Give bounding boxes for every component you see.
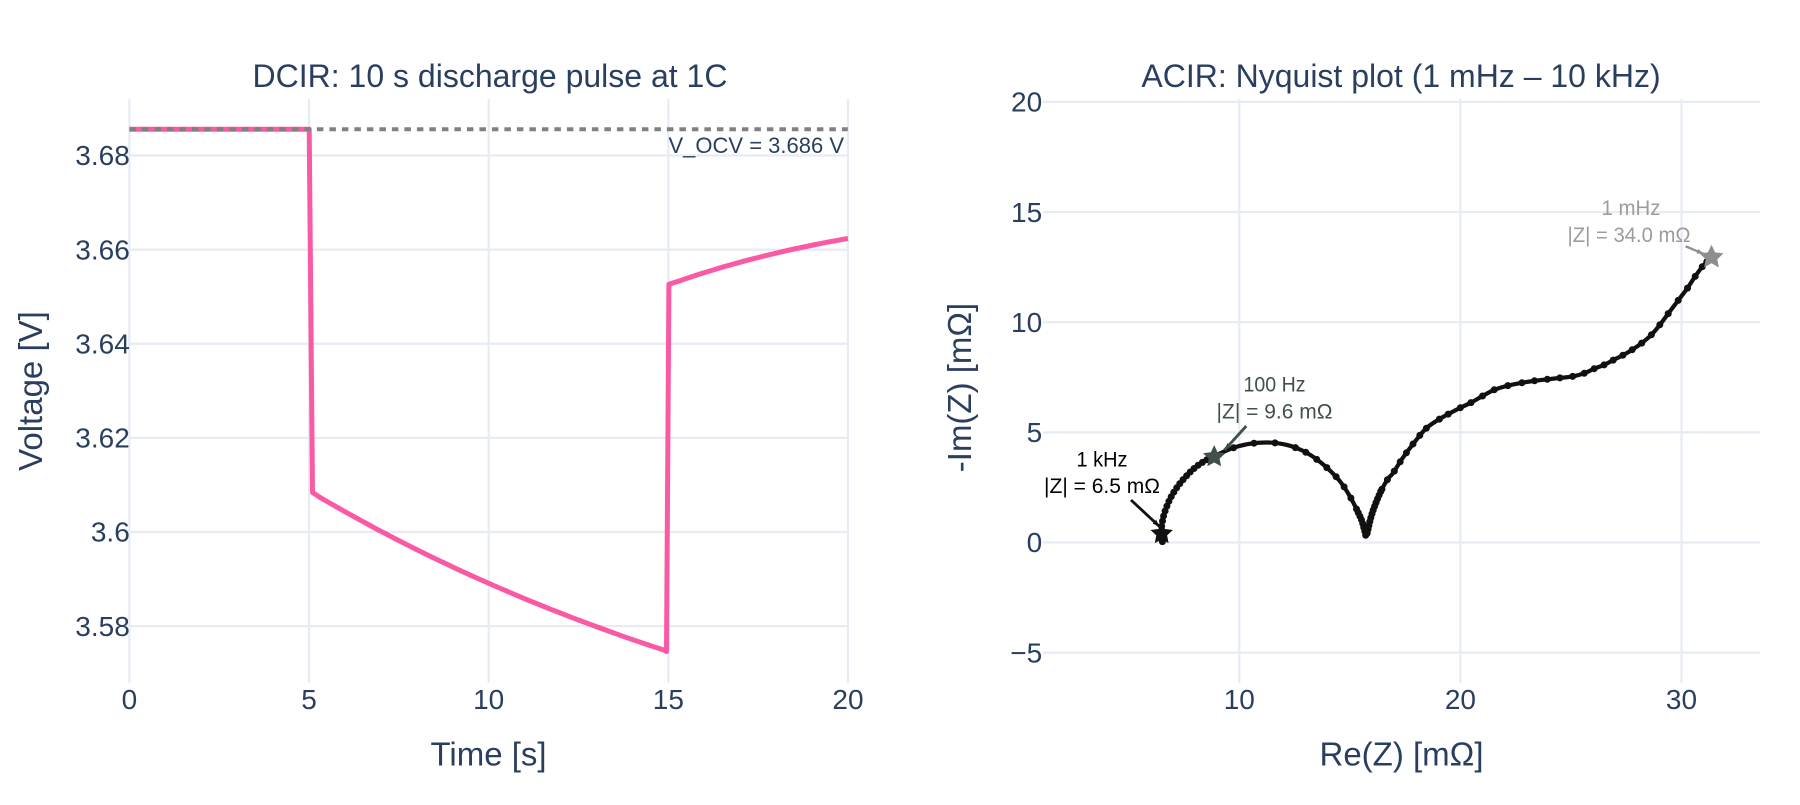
svg-text:5: 5 [1027,417,1043,448]
svg-text:1 kHz: 1 kHz [1077,449,1128,472]
svg-text:10: 10 [1224,684,1255,715]
svg-text:3.58: 3.58 [75,611,130,642]
svg-text:Re(Z) [mΩ]: Re(Z) [mΩ] [1320,736,1484,773]
svg-text:|Z| = 6.5 mΩ: |Z| = 6.5 mΩ [1044,475,1160,498]
svg-text:-Im(Z) [mΩ]: -Im(Z) [mΩ] [941,303,978,472]
svg-text:15: 15 [653,684,684,715]
svg-text:5: 5 [301,684,317,715]
svg-text:3.62: 3.62 [75,423,130,454]
svg-text:30: 30 [1666,684,1697,715]
svg-text:3.64: 3.64 [75,328,130,359]
svg-text:Voltage [V]: Voltage [V] [12,311,49,471]
svg-text:20: 20 [1445,684,1476,715]
svg-text:3.6: 3.6 [91,517,130,548]
svg-text:100 Hz: 100 Hz [1244,374,1306,397]
svg-text:10: 10 [1011,307,1042,338]
svg-text:ACIR: Nyquist plot (1 mHz – 10: ACIR: Nyquist plot (1 mHz – 10 kHz) [1141,58,1660,94]
svg-text:V_OCV = 3.686 V: V_OCV = 3.686 V [669,133,845,158]
svg-text:DCIR: 10 s discharge pulse at: DCIR: 10 s discharge pulse at 1C [253,58,728,94]
svg-text:0: 0 [1027,527,1043,558]
svg-text:3.66: 3.66 [75,234,130,265]
svg-text:|Z| = 9.6 mΩ: |Z| = 9.6 mΩ [1217,401,1333,424]
svg-text:20: 20 [1011,87,1042,118]
svg-text:0: 0 [122,684,138,715]
svg-text:3.68: 3.68 [75,140,130,171]
svg-text:1 mHz: 1 mHz [1602,197,1661,220]
svg-text:20: 20 [832,684,863,715]
svg-text:10: 10 [473,684,504,715]
svg-text:Time [s]: Time [s] [430,736,546,773]
svg-text:−5: −5 [1010,637,1042,668]
svg-text:|Z| = 34.0 mΩ: |Z| = 34.0 mΩ [1568,224,1691,247]
svg-text:15: 15 [1011,197,1042,228]
